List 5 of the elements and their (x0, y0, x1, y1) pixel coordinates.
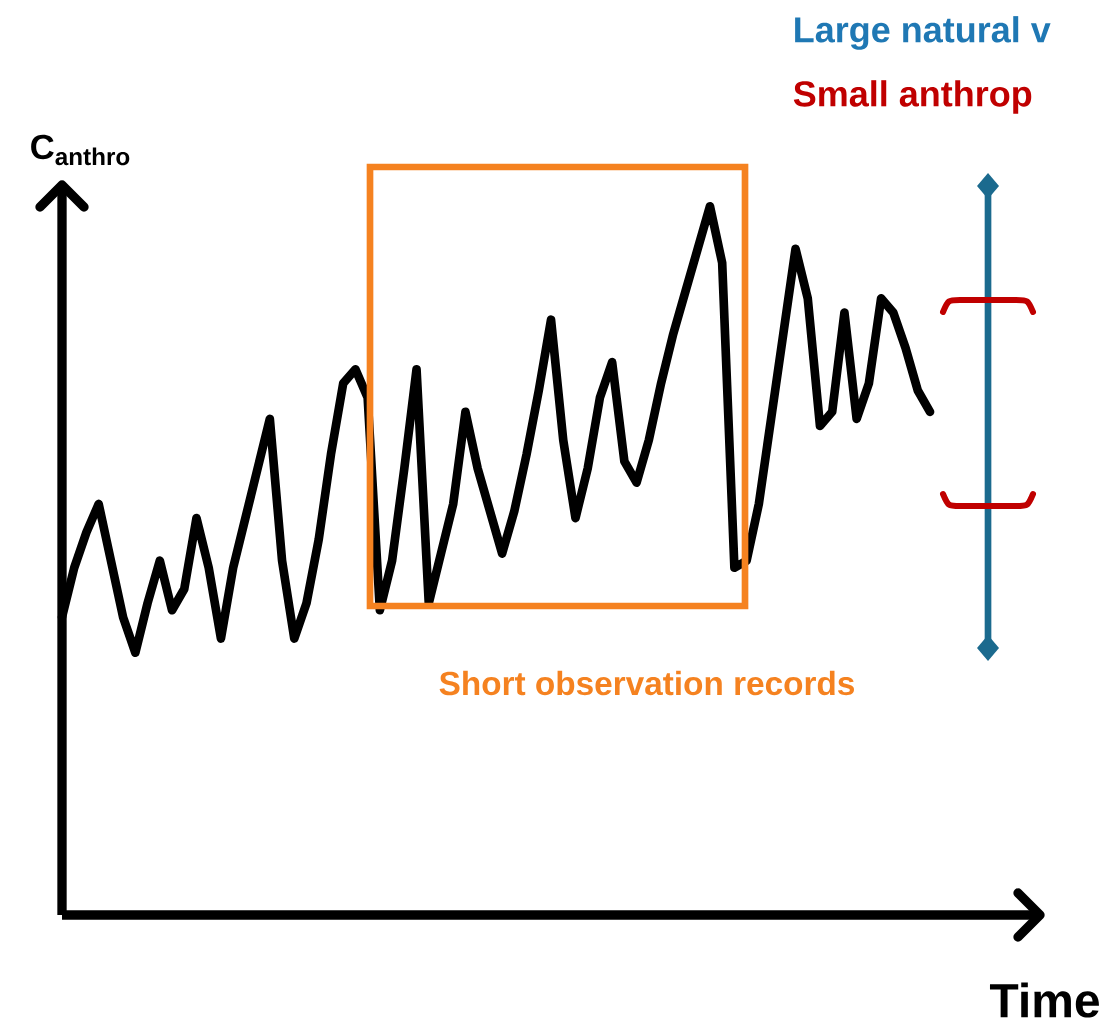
x-axis-title: Time (989, 982, 1099, 1018)
text: Small anthrop (793, 80, 1032, 114)
text: Large natural v (795, 16, 1051, 50)
y-axis-title: C$_{anthro}$ (31, 134, 130, 166)
annotation: Short observation records (439, 670, 854, 696)
